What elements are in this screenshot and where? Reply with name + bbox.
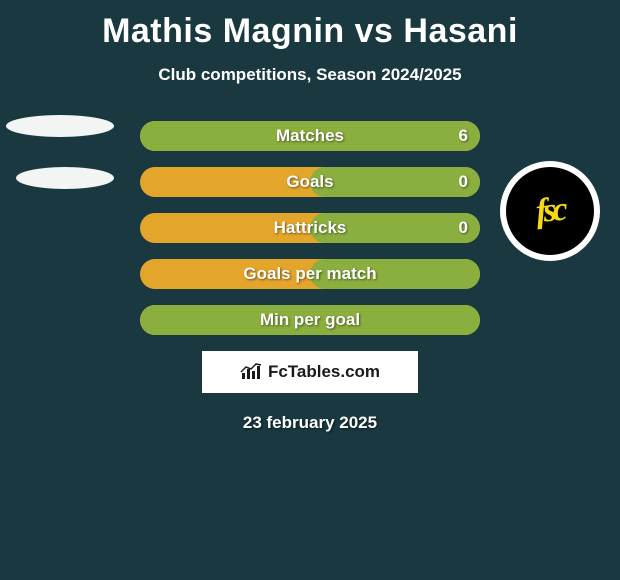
comparison-chart: fsc Matches6Goals0Hattricks0Goals per ma… [0,121,620,433]
bar-label: Goals [140,167,480,197]
bar-label: Hattricks [140,213,480,243]
footer-brand-text: FcTables.com [268,362,380,382]
bar-value: 6 [459,121,468,151]
bar-value: 0 [459,167,468,197]
bar-chart-icon [240,363,262,381]
right-team-logo: fsc [500,161,600,261]
blob-shape [6,115,114,137]
left-team-placeholder [6,115,114,189]
blob-shape [16,167,114,189]
bar-label: Matches [140,121,480,151]
logo-outer-ring: fsc [500,161,600,261]
bar-value: 0 [459,213,468,243]
bar-row: Hattricks0 [140,213,480,243]
bar-label: Goals per match [140,259,480,289]
bar-row: Matches6 [140,121,480,151]
footer-brand: FcTables.com [202,351,418,393]
logo-monogram: fsc [535,191,566,231]
page-title: Mathis Magnin vs Hasani [0,0,620,51]
bar-row: Goals per match [140,259,480,289]
bars-container: Matches6Goals0Hattricks0Goals per matchM… [140,121,480,335]
date-text: 23 february 2025 [0,413,620,433]
bar-row: Goals0 [140,167,480,197]
bar-row: Min per goal [140,305,480,335]
logo-inner-disc: fsc [506,167,594,255]
bar-label: Min per goal [140,305,480,335]
subtitle: Club competitions, Season 2024/2025 [0,65,620,85]
